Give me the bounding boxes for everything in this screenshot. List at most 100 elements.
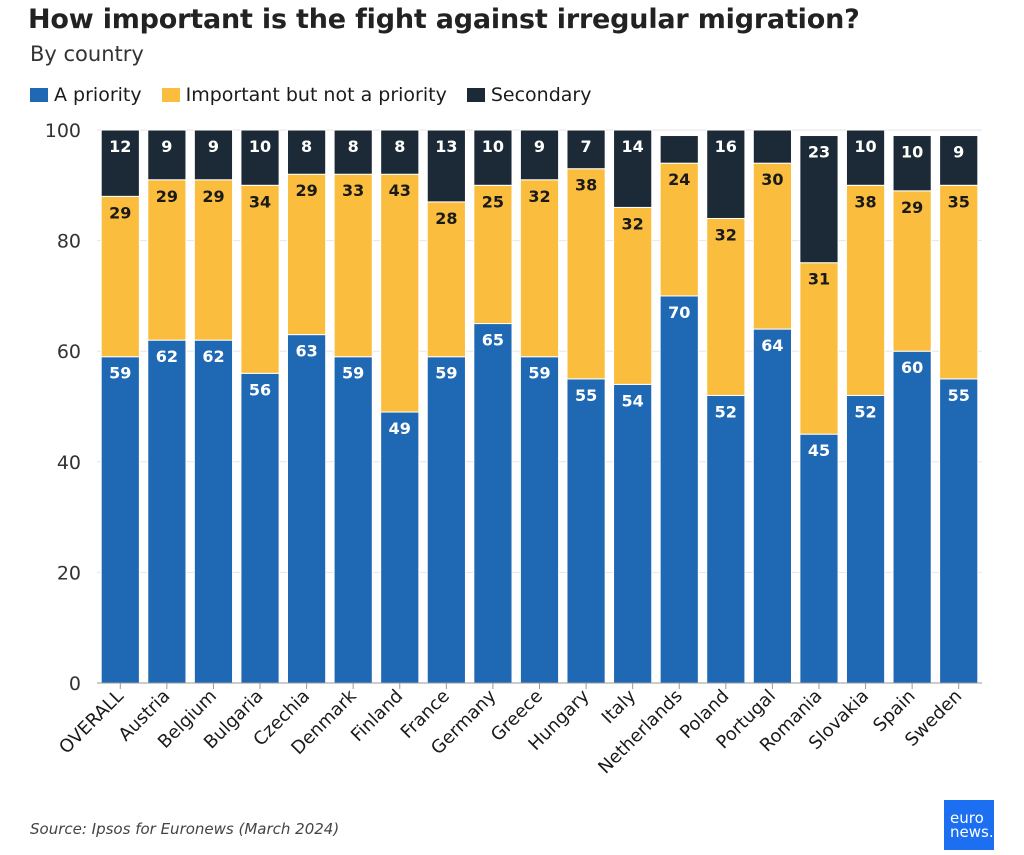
bar-segment-secondary bbox=[752, 129, 792, 164]
data-label-secondary: 7 bbox=[581, 137, 592, 156]
bar-segment-important bbox=[380, 173, 420, 413]
bar-segment-secondary bbox=[333, 129, 373, 175]
data-label-important: 33 bbox=[342, 181, 364, 200]
bar-segment-important bbox=[473, 184, 513, 325]
bar-segment-important bbox=[845, 184, 886, 396]
bar-segment-secondary bbox=[193, 129, 234, 181]
bar-segment-priority bbox=[845, 394, 886, 684]
data-label-priority: 62 bbox=[202, 347, 224, 366]
x-tick-label: Finland bbox=[347, 686, 407, 746]
legend-swatch-important bbox=[161, 88, 180, 102]
data-label-priority: 70 bbox=[668, 303, 690, 322]
logo-line-2: news. bbox=[950, 823, 994, 841]
bar-segment-important bbox=[519, 179, 560, 358]
bar-segment-priority bbox=[426, 356, 466, 684]
data-label-important: 31 bbox=[808, 270, 830, 289]
x-tick-label: Italy bbox=[598, 685, 641, 728]
data-label-important: 32 bbox=[528, 187, 550, 206]
bar-segment-secondary bbox=[566, 129, 606, 170]
data-label-important: 38 bbox=[575, 176, 597, 195]
data-label-priority: 56 bbox=[249, 380, 271, 399]
bar-segment-priority bbox=[613, 383, 653, 684]
bar-segment-secondary bbox=[659, 135, 699, 164]
logo-line-1: euro bbox=[950, 809, 984, 827]
data-label-secondary: 13 bbox=[435, 137, 457, 156]
bar-segment-secondary bbox=[845, 129, 886, 186]
data-label-important: 38 bbox=[854, 192, 876, 211]
data-label-priority: 52 bbox=[715, 402, 737, 421]
bar-segment-priority bbox=[287, 334, 327, 684]
data-label-priority: 64 bbox=[761, 336, 783, 355]
data-label-secondary: 9 bbox=[161, 137, 172, 156]
bar-segment-important bbox=[799, 262, 839, 435]
data-label-priority: 52 bbox=[854, 402, 876, 421]
data-label-important: 25 bbox=[482, 192, 504, 211]
bar-segment-important bbox=[659, 162, 699, 297]
y-tick-label: 0 bbox=[69, 673, 81, 695]
bar-segment-priority bbox=[193, 339, 234, 684]
data-label-priority: 49 bbox=[389, 419, 411, 438]
bar-segment-secondary bbox=[100, 129, 140, 197]
data-label-important: 29 bbox=[202, 187, 224, 206]
data-label-secondary: 8 bbox=[394, 137, 405, 156]
bar-segment-important bbox=[706, 217, 746, 396]
chart-subtitle: By country bbox=[30, 42, 144, 66]
y-tick-label: 80 bbox=[57, 231, 81, 253]
bar-segment-priority bbox=[100, 356, 140, 684]
data-label-important: 35 bbox=[948, 192, 970, 211]
bar-segment-priority bbox=[380, 411, 420, 684]
bar-segment-secondary bbox=[613, 129, 653, 208]
bar-segment-secondary bbox=[519, 129, 560, 181]
legend-item-priority: A priority bbox=[30, 84, 142, 106]
data-label-important: 29 bbox=[156, 187, 178, 206]
euronews-logo: euro news. bbox=[944, 800, 994, 850]
bar-segment-priority bbox=[473, 323, 513, 684]
data-label-priority: 62 bbox=[156, 347, 178, 366]
data-label-important: 43 bbox=[389, 181, 411, 200]
data-label-secondary: 10 bbox=[482, 137, 504, 156]
legend-label-important: Important but not a priority bbox=[185, 84, 447, 106]
bar-segment-priority bbox=[892, 350, 932, 684]
bar-segment-priority bbox=[147, 339, 187, 684]
bar-segment-priority bbox=[752, 328, 792, 684]
bar-segment-priority bbox=[939, 378, 979, 684]
data-label-important: 34 bbox=[249, 192, 271, 211]
bar-segment-secondary bbox=[706, 129, 746, 219]
data-label-important: 29 bbox=[109, 203, 131, 222]
data-label-secondary: 10 bbox=[901, 143, 923, 162]
bar-segment-important bbox=[566, 168, 606, 380]
stacked-bar-chart: 020406080100592912OVERALL62299Austria622… bbox=[45, 120, 982, 778]
y-tick-label: 40 bbox=[57, 452, 81, 474]
bar-segment-priority bbox=[659, 295, 699, 684]
data-label-priority: 60 bbox=[901, 358, 923, 377]
y-tick-label: 100 bbox=[45, 120, 81, 142]
x-tick-label: Netherlands bbox=[594, 686, 686, 778]
legend-swatch-priority bbox=[30, 88, 48, 102]
data-label-important: 32 bbox=[622, 214, 644, 233]
y-tick-label: 20 bbox=[57, 562, 81, 584]
data-label-important: 32 bbox=[715, 225, 737, 244]
data-label-priority: 55 bbox=[575, 386, 597, 405]
data-label-important: 28 bbox=[435, 209, 457, 228]
data-label-secondary: 9 bbox=[208, 137, 219, 156]
bar-segment-secondary bbox=[287, 129, 327, 175]
bar-segment-priority bbox=[333, 356, 373, 684]
bar-segment-priority bbox=[566, 378, 606, 684]
data-label-priority: 59 bbox=[342, 364, 364, 383]
legend-item-secondary: Secondary bbox=[466, 84, 592, 106]
data-label-secondary: 23 bbox=[808, 143, 830, 162]
data-label-secondary: 16 bbox=[715, 137, 737, 156]
bar-segment-secondary bbox=[426, 129, 466, 203]
data-label-important: 29 bbox=[295, 181, 317, 200]
bar-segment-priority bbox=[519, 356, 560, 684]
data-label-priority: 59 bbox=[435, 364, 457, 383]
legend-label-secondary: Secondary bbox=[490, 84, 592, 106]
bar-segment-important bbox=[333, 173, 373, 358]
bar-segment-important bbox=[147, 179, 187, 341]
data-label-secondary: 8 bbox=[301, 137, 312, 156]
data-label-priority: 55 bbox=[948, 386, 970, 405]
bar-segment-important bbox=[287, 173, 327, 336]
bar-segment-secondary bbox=[892, 135, 932, 192]
bar-segment-secondary bbox=[939, 135, 979, 186]
bar-segment-priority bbox=[799, 433, 839, 684]
